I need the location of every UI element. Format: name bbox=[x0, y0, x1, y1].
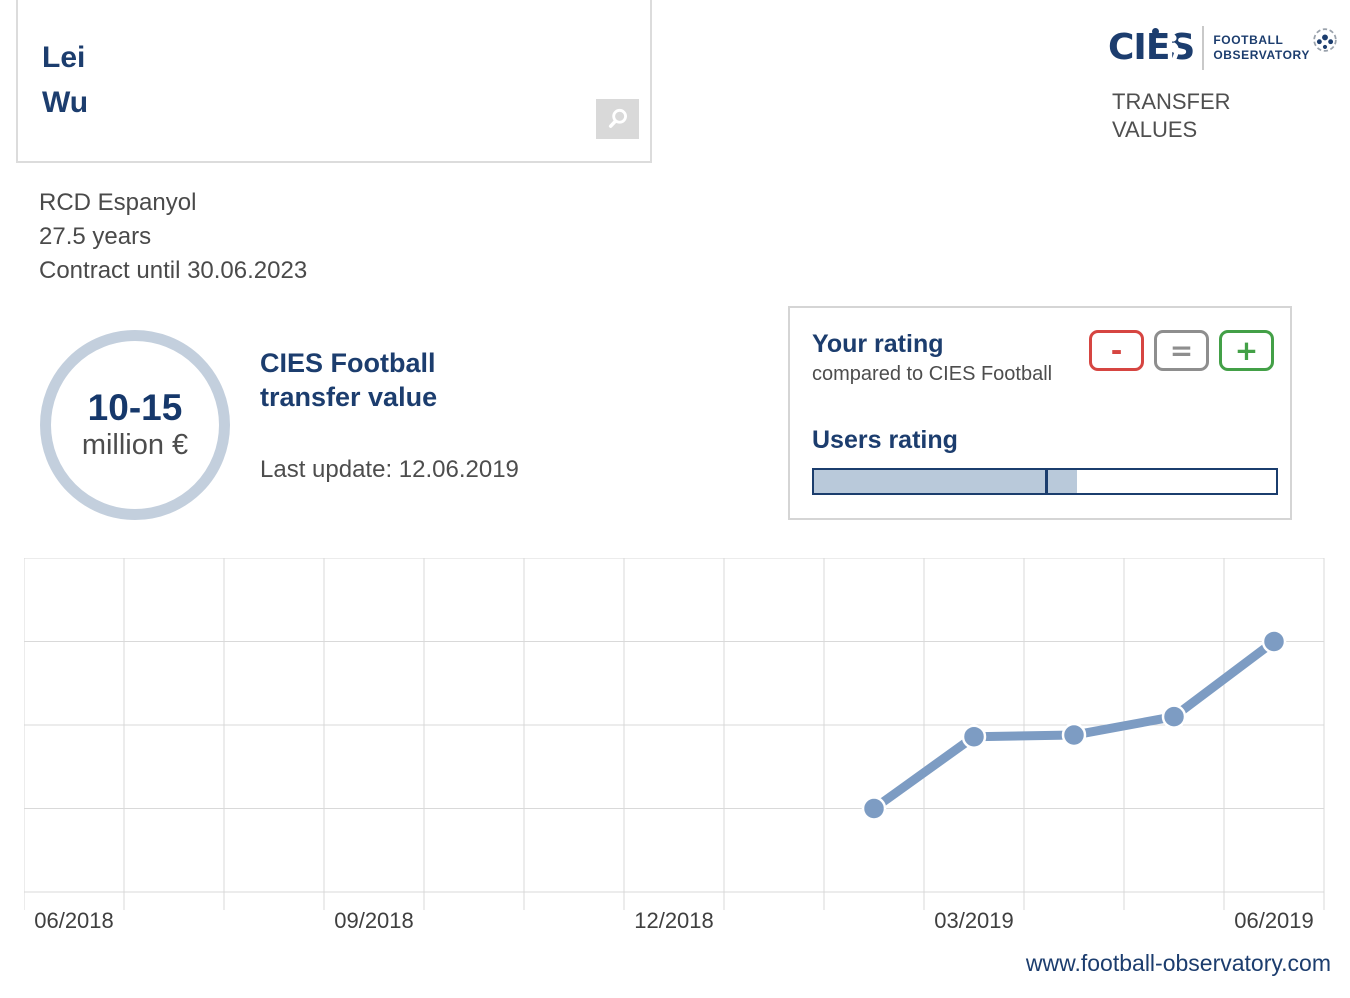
player-contract: Contract until 30.06.2023 bbox=[39, 257, 308, 284]
player-age: 27.5 years bbox=[39, 223, 152, 250]
cies-logo: CIES FOOTBALL OBSERVATORY bbox=[1108, 24, 1350, 72]
player-name: Lei Wu bbox=[42, 35, 88, 125]
transfer-value-chart bbox=[24, 558, 1330, 911]
chart-point bbox=[1161, 704, 1187, 729]
rating-buttons: - = + bbox=[1089, 330, 1274, 371]
chart-point bbox=[1061, 722, 1087, 748]
transfer-value-unit: million € bbox=[81, 429, 189, 461]
player-info: RCD Espanyol 27.5 years Contract until 3… bbox=[39, 186, 307, 288]
users-rating-tick bbox=[1045, 470, 1048, 493]
users-rating-fill bbox=[814, 470, 1078, 493]
logo-divider bbox=[1202, 26, 1205, 70]
x-axis-label: 03/2019 bbox=[934, 908, 1014, 933]
player-club: RCD Espanyol bbox=[39, 189, 197, 216]
logo-i-dot bbox=[1152, 28, 1159, 35]
plus-button[interactable]: + bbox=[1219, 330, 1274, 371]
users-rating-bar bbox=[812, 468, 1278, 495]
chart-point bbox=[1261, 629, 1287, 654]
chart-grid bbox=[24, 558, 1325, 910]
cies-logo-text: CIES bbox=[1108, 27, 1195, 68]
last-update: Last update: 12.06.2019 bbox=[260, 456, 519, 483]
transfer-value-range: 10-15 bbox=[87, 387, 183, 428]
logo-subtitle: FOOTBALL OBSERVATORY bbox=[1213, 28, 1338, 63]
football-icon bbox=[1313, 28, 1337, 52]
x-axis-label: 06/2018 bbox=[34, 908, 114, 933]
website-link[interactable]: www.football-observatory.com bbox=[1025, 950, 1331, 976]
brand-block: CIES FOOTBALL OBSERVATORY TRANSFER VALUE… bbox=[1108, 24, 1350, 144]
search-button[interactable] bbox=[596, 99, 639, 139]
player-last-name: Wu bbox=[42, 86, 89, 119]
x-axis-label: 06/2019 bbox=[1234, 908, 1314, 933]
your-rating-block: Your rating compared to CIES Football bbox=[812, 330, 1052, 386]
player-first-name: Lei bbox=[42, 41, 86, 74]
x-axis-label: 09/2018 bbox=[334, 908, 414, 933]
rating-box: Your rating compared to CIES Football - … bbox=[788, 306, 1292, 520]
x-axis-label: 12/2018 bbox=[634, 908, 714, 933]
your-rating-subtitle: compared to CIES Football bbox=[812, 363, 1053, 385]
logo-figure-icon bbox=[1169, 34, 1179, 67]
minus-button[interactable]: - bbox=[1089, 330, 1144, 371]
player-search-box: Lei Wu bbox=[16, 0, 652, 163]
transfer-value-badge: 10-15 million € bbox=[40, 330, 230, 520]
chart-points bbox=[861, 629, 1287, 821]
chart-point bbox=[961, 724, 987, 749]
equals-button[interactable]: = bbox=[1154, 330, 1209, 371]
chart-point bbox=[861, 796, 887, 821]
chart-svg bbox=[24, 558, 1325, 910]
search-icon bbox=[608, 108, 627, 128]
users-rating-title: Users rating bbox=[812, 426, 958, 454]
transfer-values-tagline: TRANSFER VALUES bbox=[1112, 89, 1231, 142]
transfer-value-title: CIES Football transfer value bbox=[260, 348, 438, 412]
your-rating-title: Your rating bbox=[812, 330, 944, 358]
